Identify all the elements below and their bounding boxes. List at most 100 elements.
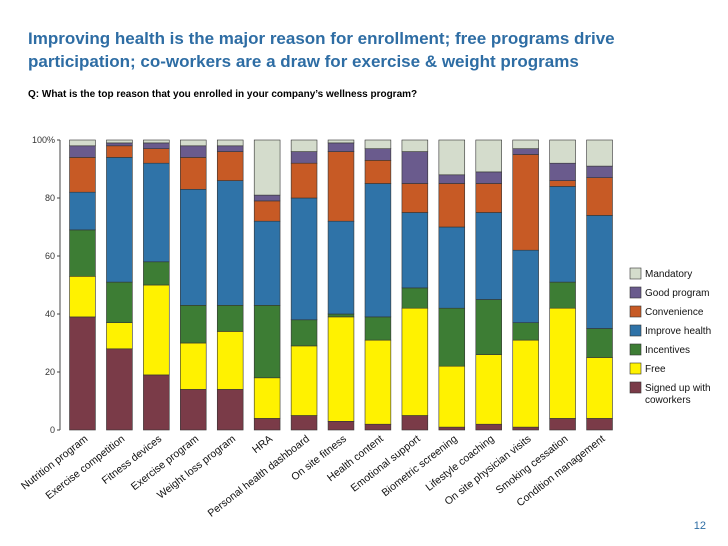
bar-segment xyxy=(143,261,170,286)
legend-swatch xyxy=(629,267,642,280)
bar-segment xyxy=(216,389,244,431)
y-tick-label: 60 xyxy=(45,251,55,261)
bar-segment xyxy=(549,418,576,431)
bar-segment xyxy=(106,281,133,324)
bar-segment xyxy=(438,426,466,431)
bar-segment xyxy=(143,284,170,376)
bar-segment xyxy=(401,415,429,431)
bar-segment xyxy=(512,322,539,341)
bar-segment xyxy=(106,348,133,431)
y-tick-label: 80 xyxy=(45,193,55,203)
bar-segment xyxy=(106,145,133,158)
bar-segment xyxy=(475,171,502,184)
legend-swatch xyxy=(629,343,642,356)
legend-label: Signed up with coworkers xyxy=(645,383,711,406)
bar-segment xyxy=(512,139,539,149)
bar-segment xyxy=(216,331,244,390)
bar-segment xyxy=(512,154,539,251)
bar-segment xyxy=(290,139,318,152)
bar-segment xyxy=(106,142,133,147)
bar-segment xyxy=(327,220,355,315)
category-label: HRA xyxy=(250,433,275,456)
bar-segment xyxy=(401,287,429,309)
bar-segment xyxy=(69,275,96,318)
bar-segment xyxy=(327,142,355,152)
bar-segment xyxy=(143,148,170,164)
bar-segment xyxy=(327,420,355,431)
bar-segment xyxy=(253,200,281,222)
bar-segment xyxy=(69,139,96,147)
bar-segment xyxy=(438,226,466,309)
bar-segment xyxy=(586,177,613,216)
bar-segment xyxy=(401,139,429,152)
bar-segment xyxy=(106,157,133,283)
y-tick-label: 40 xyxy=(45,309,55,319)
bar-segment xyxy=(143,142,170,149)
bar-segment xyxy=(327,316,355,422)
bar-segment xyxy=(586,215,613,329)
bar-segment xyxy=(549,162,576,181)
bar-segment xyxy=(290,151,318,164)
bar-segment xyxy=(549,307,576,419)
bar-segment xyxy=(327,139,355,144)
bar-segment xyxy=(106,322,133,350)
legend-swatch xyxy=(629,362,642,375)
bar-segment xyxy=(180,304,207,344)
bar-segment xyxy=(512,148,539,155)
chart-title: Improving health is the major reason for… xyxy=(28,29,615,71)
legend-label: Improve health xyxy=(645,326,711,337)
legend-label: Incentives xyxy=(645,345,690,356)
bar-segment xyxy=(253,377,281,419)
bar-segment xyxy=(586,165,613,179)
survey-question: Q: What is the top reason that you enrol… xyxy=(28,89,418,100)
bar-segment xyxy=(253,139,281,196)
legend-swatch xyxy=(629,381,642,394)
bar-segment xyxy=(364,339,392,425)
bar-segment xyxy=(216,145,244,152)
bar-segment xyxy=(180,157,207,190)
bar-segment xyxy=(364,139,392,149)
bar-segment xyxy=(475,299,502,355)
legend-label: Mandatory xyxy=(645,269,692,280)
bar-segment xyxy=(180,145,207,158)
bar-segment xyxy=(549,281,576,309)
bar-segment xyxy=(364,183,392,318)
bar-segment xyxy=(327,151,355,222)
bar-segment xyxy=(475,183,502,213)
bar-segment xyxy=(438,183,466,228)
bar-segment xyxy=(143,374,170,431)
bar-segment xyxy=(180,189,207,306)
bar-segment xyxy=(512,426,539,431)
bar-segment xyxy=(401,212,429,289)
bar-segment xyxy=(586,357,613,419)
bar-segment xyxy=(216,139,244,147)
bar-segment xyxy=(253,194,281,202)
bar-segment xyxy=(438,174,466,184)
bar-segment xyxy=(216,304,244,332)
bar-segment xyxy=(69,145,96,158)
bar-segment xyxy=(586,328,613,358)
bar-segment xyxy=(143,162,170,263)
bar-segment xyxy=(401,183,429,213)
bar-segment xyxy=(475,354,502,425)
bar-segment xyxy=(364,160,392,184)
bar-segment xyxy=(586,418,613,431)
y-tick-label: 20 xyxy=(45,367,55,377)
legend-swatch xyxy=(629,286,642,299)
legend-swatch xyxy=(629,324,642,337)
bar-segment xyxy=(475,423,502,431)
bar-segment xyxy=(401,151,429,184)
bar-segment xyxy=(475,139,502,173)
bar-segment xyxy=(290,345,318,416)
bar-segment xyxy=(69,191,96,231)
bar-segment xyxy=(549,139,576,164)
bar-segment xyxy=(364,148,392,161)
legend-label: Convenience xyxy=(645,307,704,318)
bar-segment xyxy=(290,162,318,199)
y-tick-label: 0 xyxy=(50,425,55,435)
bar-segment xyxy=(180,139,207,147)
legend-swatch xyxy=(629,305,642,318)
bar-segment xyxy=(143,139,170,144)
bar-segment xyxy=(438,139,466,176)
bar-segment xyxy=(216,151,244,181)
